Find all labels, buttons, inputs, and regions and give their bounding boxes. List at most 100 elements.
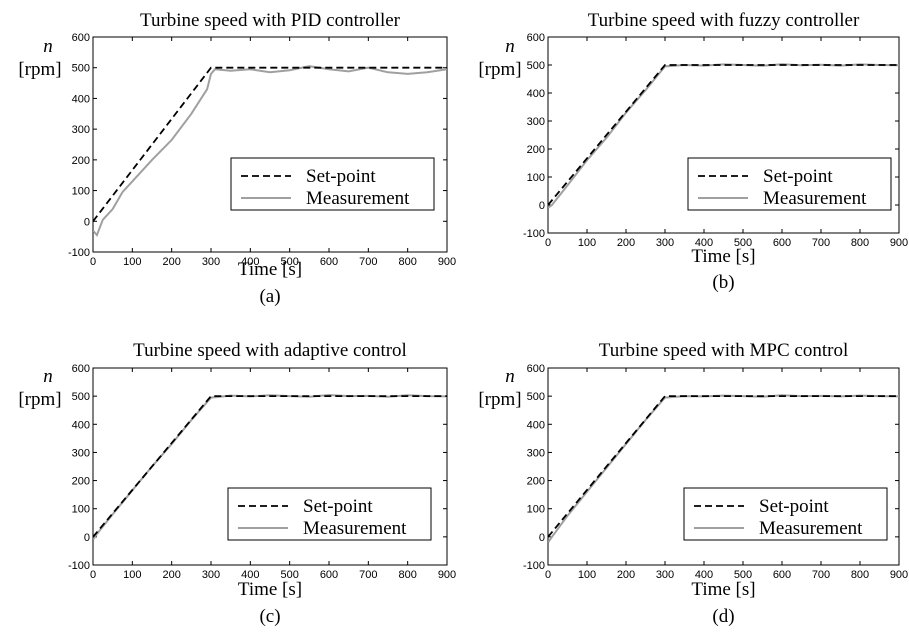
legend-label-2: Measurement xyxy=(763,188,867,209)
x-tick-label: 400 xyxy=(695,569,713,581)
series-setpoint-line xyxy=(548,395,899,538)
subcaption: (d) xyxy=(712,606,734,627)
y-tick-label: 200 xyxy=(72,476,90,488)
chart-title: Turbine speed with adaptive control xyxy=(133,340,407,361)
x-tick-label: 200 xyxy=(162,256,180,268)
x-tick-label: 700 xyxy=(812,569,830,581)
x-tick-label: 700 xyxy=(359,569,377,581)
y-tick-label: 300 xyxy=(527,447,545,459)
y-tick-label: 600 xyxy=(72,32,90,44)
legend-label-1: Set-point xyxy=(759,496,829,517)
legend-label-1: Set-point xyxy=(306,166,376,187)
y-tick-label: -100 xyxy=(68,247,90,259)
y-tick-label: 500 xyxy=(72,63,90,75)
y-tick-label: 300 xyxy=(72,447,90,459)
legend-label-2: Measurement xyxy=(759,518,863,539)
legend-label-1: Set-point xyxy=(303,496,373,517)
x-tick-label: 700 xyxy=(812,237,830,249)
y-tick-label: 200 xyxy=(527,476,545,488)
y-tick-label: 400 xyxy=(72,419,90,431)
y-tick-label: 300 xyxy=(72,124,90,136)
axes-frame xyxy=(92,36,448,253)
x-tick-label: 200 xyxy=(162,569,180,581)
x-tick-label: 400 xyxy=(241,256,259,268)
legend-box xyxy=(230,157,435,211)
x-tick-label: 400 xyxy=(695,237,713,249)
chart-panel-3: Turbine speed with adaptive control-1000… xyxy=(18,340,456,627)
y-tick-label: 100 xyxy=(527,172,545,184)
x-tick-label: 200 xyxy=(617,569,635,581)
y-tick-label: 400 xyxy=(527,419,545,431)
chart-title: Turbine speed with fuzzy controller xyxy=(588,10,860,31)
y-tick-label: 100 xyxy=(72,504,90,516)
y-tick-label: 500 xyxy=(72,391,90,403)
y-axis-symbol: n xyxy=(43,36,53,57)
y-tick-label: 100 xyxy=(72,186,90,198)
y-tick-label: 300 xyxy=(527,116,545,128)
x-tick-label: 600 xyxy=(320,256,338,268)
y-tick-label: 0 xyxy=(539,200,545,212)
x-tick-label: 700 xyxy=(359,256,377,268)
x-tick-label: 500 xyxy=(280,569,298,581)
y-axis-unit: [rpm] xyxy=(18,389,61,410)
y-axis-symbol: n xyxy=(505,366,515,387)
x-tick-label: 500 xyxy=(734,569,752,581)
chart-panel-4: Turbine speed with MPC control-100010020… xyxy=(478,340,908,627)
x-tick-label: 300 xyxy=(656,237,674,249)
x-axis-label: Time [s] xyxy=(238,259,302,280)
y-tick-label: 400 xyxy=(527,88,545,100)
chart-title: Turbine speed with PID controller xyxy=(140,10,401,31)
x-tick-label: 800 xyxy=(851,569,869,581)
y-axis-unit: [rpm] xyxy=(478,59,521,80)
chart-panel-2: Turbine speed with fuzzy controller-1000… xyxy=(478,10,908,293)
x-axis-label: Time [s] xyxy=(238,579,302,600)
x-tick-label: 100 xyxy=(123,569,141,581)
y-tick-label: 500 xyxy=(527,60,545,72)
x-tick-label: 100 xyxy=(123,256,141,268)
x-tick-label: 600 xyxy=(773,569,791,581)
x-tick-label: 800 xyxy=(398,569,416,581)
y-tick-label: 400 xyxy=(72,93,90,105)
x-tick-label: 600 xyxy=(773,237,791,249)
x-tick-label: 300 xyxy=(656,569,674,581)
x-tick-label: 0 xyxy=(90,256,96,268)
legend-label-1: Set-point xyxy=(763,166,833,187)
y-tick-label: 100 xyxy=(527,504,545,516)
y-tick-label: 0 xyxy=(84,532,90,544)
x-tick-label: 300 xyxy=(202,256,220,268)
x-tick-label: 900 xyxy=(438,256,456,268)
subcaption: (c) xyxy=(259,606,280,627)
x-tick-label: 900 xyxy=(890,569,908,581)
y-tick-label: 200 xyxy=(72,155,90,167)
x-tick-label: 900 xyxy=(438,569,456,581)
x-tick-label: 400 xyxy=(241,569,259,581)
legend-box xyxy=(227,487,432,541)
x-tick-label: 100 xyxy=(578,237,596,249)
x-tick-label: 800 xyxy=(398,256,416,268)
y-tick-label: 600 xyxy=(72,363,90,375)
series-setpoint-line xyxy=(548,64,899,206)
series-setpoint-line xyxy=(93,395,447,538)
x-axis-label: Time [s] xyxy=(691,246,755,267)
x-tick-label: 0 xyxy=(545,237,551,249)
y-tick-label: 0 xyxy=(84,216,90,228)
x-tick-label: 0 xyxy=(545,569,551,581)
subcaption: (a) xyxy=(259,286,280,307)
chart-title: Turbine speed with MPC control xyxy=(599,340,848,361)
y-tick-label: 0 xyxy=(539,532,545,544)
y-tick-label: -100 xyxy=(523,228,545,240)
y-axis-symbol: n xyxy=(505,36,515,57)
legend-label-2: Measurement xyxy=(306,188,410,209)
legend-box xyxy=(683,487,888,541)
legend-box xyxy=(687,157,892,211)
y-axis-unit: [rpm] xyxy=(18,59,61,80)
subcaption: (b) xyxy=(712,272,734,293)
y-axis-unit: [rpm] xyxy=(478,389,521,410)
x-tick-label: 300 xyxy=(202,569,220,581)
chart-panel-1: Turbine speed with PID controller-100010… xyxy=(18,10,456,307)
x-tick-label: 800 xyxy=(851,237,869,249)
x-tick-label: 100 xyxy=(578,569,596,581)
x-tick-label: 0 xyxy=(90,569,96,581)
x-tick-label: 200 xyxy=(617,237,635,249)
